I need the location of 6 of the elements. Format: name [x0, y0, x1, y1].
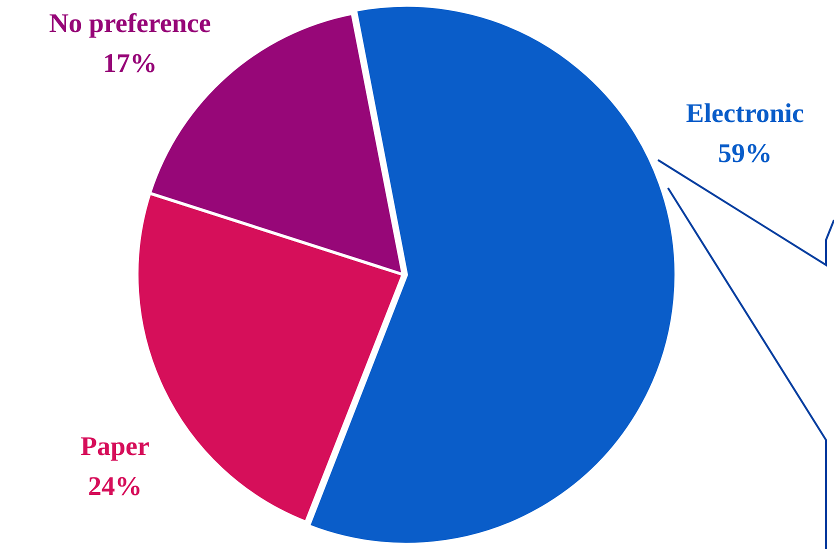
slice-label: No preference [49, 8, 211, 38]
slice-label: Paper [80, 430, 150, 461]
slice-label: Electronic [686, 98, 804, 128]
data-label: 59% [718, 138, 772, 168]
data-label: 24% [88, 470, 142, 501]
data-label: 17% [103, 48, 157, 78]
